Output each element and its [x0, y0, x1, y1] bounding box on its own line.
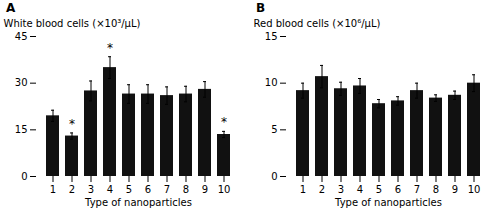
- svg-text:0: 0: [21, 171, 27, 182]
- svg-text:10: 10: [218, 184, 231, 195]
- svg-text:3: 3: [88, 184, 94, 195]
- svg-text:5: 5: [271, 124, 277, 135]
- svg-text:Type of nanoparticles: Type of nanoparticles: [84, 197, 192, 208]
- svg-text:4: 4: [357, 184, 363, 195]
- svg-text:Type of nanoparticles: Type of nanoparticles: [334, 197, 442, 208]
- svg-text:White blood cells (×10³/μL): White blood cells (×10³/μL): [4, 18, 141, 29]
- svg-text:6: 6: [145, 184, 151, 195]
- svg-text:7: 7: [414, 184, 420, 195]
- svg-text:*: *: [107, 41, 113, 55]
- svg-text:8: 8: [183, 184, 189, 195]
- svg-text:5: 5: [376, 184, 382, 195]
- svg-text:1: 1: [50, 184, 56, 195]
- svg-text:5: 5: [126, 184, 132, 195]
- svg-text:9: 9: [452, 184, 458, 195]
- svg-text:*: *: [221, 115, 227, 129]
- svg-text:10: 10: [265, 77, 278, 88]
- svg-text:45: 45: [15, 31, 28, 42]
- html-text:A: A: [6, 1, 16, 15]
- svg-text:*: *: [69, 117, 75, 131]
- svg-text:15: 15: [265, 31, 278, 42]
- svg-text:0: 0: [271, 171, 277, 182]
- svg-text:2: 2: [319, 184, 325, 195]
- svg-text:1: 1: [300, 184, 306, 195]
- html-text:B: B: [256, 1, 266, 15]
- svg-text:3: 3: [338, 184, 344, 195]
- svg-text:8: 8: [433, 184, 439, 195]
- svg-text:7: 7: [164, 184, 170, 195]
- svg-text:30: 30: [15, 77, 28, 88]
- svg-text:4: 4: [107, 184, 113, 195]
- svg-text:6: 6: [395, 184, 401, 195]
- svg-text:10: 10: [468, 184, 481, 195]
- svg-text:Red blood cells (×10⁶/μL): Red blood cells (×10⁶/μL): [254, 18, 381, 29]
- svg-text:9: 9: [202, 184, 208, 195]
- svg-text:15: 15: [15, 124, 28, 135]
- svg-text:2: 2: [69, 184, 75, 195]
